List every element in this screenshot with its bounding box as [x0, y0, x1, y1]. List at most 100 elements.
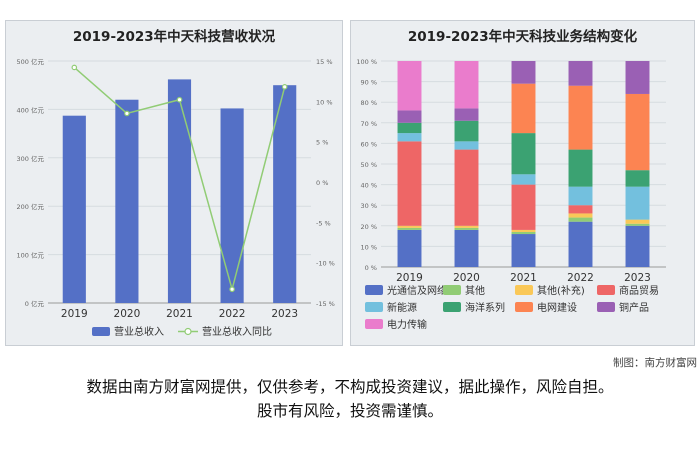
y2-tick-label: -5 %	[316, 219, 331, 227]
stack-segment	[625, 223, 650, 226]
stack-segment	[625, 61, 650, 94]
yoy-point	[71, 64, 78, 71]
legend-label: 其他(补充)	[537, 284, 585, 297]
y-tick-label: 100 %	[356, 58, 377, 66]
revenue-bar	[115, 99, 139, 303]
x-tick-label: 2019	[396, 272, 423, 284]
y-tick-label: 60 %	[360, 140, 377, 148]
stack-segment	[454, 227, 479, 230]
stack-segment	[625, 170, 650, 187]
stack-segment	[625, 93, 650, 171]
legend-swatch	[597, 285, 615, 295]
stack-segment	[568, 186, 593, 206]
y2-tick-label: -15 %	[316, 300, 335, 308]
x-tick-label: 2021	[166, 308, 193, 320]
stack-segment	[568, 61, 593, 86]
stack-segment	[397, 229, 422, 267]
stack-segment	[625, 225, 650, 267]
x-tick-label: 2019	[61, 308, 88, 320]
y-tick-label: 200 亿元	[17, 202, 45, 211]
stack-segment	[511, 133, 536, 175]
revenue-chart-title: 2019-2023年中天科技营收状况	[72, 29, 276, 45]
legend-swatch	[443, 302, 461, 312]
y2-tick-label: 5 %	[316, 139, 328, 147]
stack-segment	[454, 61, 479, 109]
legend-label: 新能源	[387, 301, 417, 314]
legend-swatch	[515, 302, 533, 312]
stack-segment	[568, 221, 593, 267]
legend-swatch	[597, 302, 615, 312]
disclaimer-line-2: 股市有风险，投资需谨慎。	[256, 402, 443, 420]
stack-segment	[454, 108, 479, 121]
x-tick-label: 2022	[567, 272, 594, 284]
stack-segment	[625, 186, 650, 220]
stack-segment	[397, 227, 422, 230]
revenue-bar	[273, 85, 297, 303]
y-tick-label: 100 亿元	[17, 251, 45, 260]
legend-swatch	[515, 285, 533, 295]
yoy-point	[176, 96, 183, 103]
y-tick-label: 30 %	[360, 202, 377, 210]
legend-label: 电网建设	[537, 301, 577, 314]
disclaimer-line-1: 数据由南方财富网提供，仅供参考，不构成投资建议，据此操作，风险自担。	[86, 378, 614, 396]
y-tick-label: 400 亿元	[17, 105, 45, 114]
stack-segment	[397, 225, 422, 228]
legend-label-revenue: 营业总收入	[114, 325, 164, 338]
legend-label: 其他	[465, 284, 485, 297]
x-tick-label: 2021	[510, 272, 537, 284]
stack-segment	[625, 219, 650, 224]
y-tick-label: 10 %	[360, 243, 377, 251]
business-structure-chart-title: 2019-2023年中天科技业务结构变化	[407, 29, 638, 45]
stack-segment	[568, 213, 593, 218]
legend-label: 铜产品	[619, 301, 649, 314]
x-tick-label: 2022	[219, 308, 246, 320]
y-tick-label: 500 亿元	[17, 57, 45, 66]
legend-label-yoy: 营业总收入同比	[202, 325, 272, 338]
stack-segment	[511, 184, 536, 230]
stack-segment	[568, 205, 593, 214]
x-tick-label: 2020	[453, 272, 480, 284]
y-tick-label: 40 %	[360, 182, 377, 190]
legend-label: 光通信及网络	[387, 284, 447, 297]
stack-segment	[454, 149, 479, 226]
stack-segment	[511, 174, 536, 185]
revenue-chart: 0 亿元 100 亿元 200 亿元 300 亿元 400 亿元 500 亿元 -15 % -…	[17, 57, 335, 338]
stack-segment	[454, 141, 479, 150]
revenue-bar	[62, 115, 86, 303]
stack-segment	[511, 83, 536, 134]
stack-segment	[454, 229, 479, 267]
stack-segment	[511, 231, 536, 235]
stack-segment	[454, 120, 479, 142]
y2-tick-label: 10 %	[316, 98, 333, 106]
stack-segment	[568, 85, 593, 150]
y2-tick-label: 0 %	[316, 179, 328, 187]
legend-label: 商品贸易	[619, 284, 659, 297]
business-structure-chart: 0 % 10 % 20 % 30 % 40 % 50 % 60 % 70 % 80 % 90 % 1…	[356, 58, 666, 331]
y-tick-label: 70 %	[360, 120, 377, 128]
stack-segment	[511, 229, 536, 232]
yoy-point	[124, 110, 130, 117]
chart-credit: 制图：南方财富网	[613, 357, 697, 369]
stack-segment	[454, 225, 479, 228]
legend-swatch	[365, 285, 383, 295]
y-tick-label: 80 %	[360, 99, 377, 107]
y-tick-label: 0 %	[365, 264, 377, 272]
revenue-bar	[167, 79, 192, 303]
y-tick-label: 0 亿元	[25, 299, 45, 308]
stack-segment	[568, 217, 593, 222]
legend-label: 电力传输	[387, 318, 427, 331]
stack-segment	[397, 141, 422, 226]
stack-segment	[397, 122, 422, 134]
stack-segment	[568, 149, 593, 187]
stack-segment	[511, 234, 536, 267]
yoy-point	[229, 286, 235, 293]
y-tick-label: 20 %	[360, 223, 377, 231]
legend-swatch-revenue	[92, 327, 110, 336]
legend-marker-yoy	[184, 327, 192, 336]
legend-swatch	[365, 302, 383, 312]
y-tick-label: 300 亿元	[17, 154, 45, 163]
y2-tick-label: 15 %	[316, 58, 333, 66]
y-tick-label: 50 %	[360, 161, 377, 169]
yoy-point	[281, 84, 288, 90]
legend-label: 海洋系列	[465, 301, 505, 314]
